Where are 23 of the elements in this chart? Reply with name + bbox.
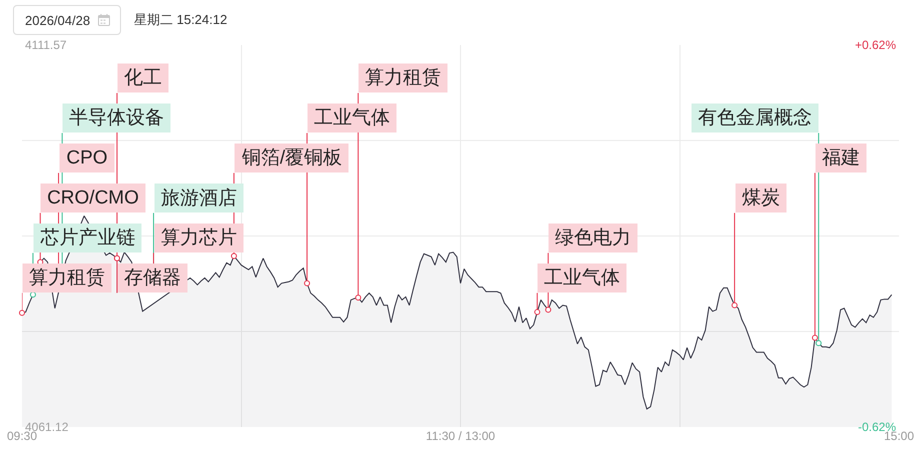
text: 旅游酒店 bbox=[161, 188, 237, 209]
data-label: CRO/CMO bbox=[47, 188, 139, 208]
data-label: 有色金属概念 bbox=[698, 108, 812, 128]
x-tick-label: 11:30 / 13:00 bbox=[426, 429, 496, 443]
text: 半导体设备 bbox=[69, 108, 164, 128]
data-label: 绿色电力 bbox=[555, 228, 631, 248]
data-label: 存储器 bbox=[124, 268, 181, 288]
y2-tick-label: +0.62% bbox=[854, 38, 896, 52]
data-label: 算力租赁 bbox=[29, 268, 105, 288]
data-label: 工业气体 bbox=[314, 108, 390, 128]
data-label: 工业气体 bbox=[544, 268, 620, 288]
y-tick-label: 4111.57 bbox=[25, 38, 67, 52]
chart-title: 2026/04/28 bbox=[25, 12, 90, 28]
data-label: 化工 bbox=[124, 68, 162, 88]
text: CPO bbox=[66, 148, 108, 168]
data-label: 福建 bbox=[822, 148, 860, 168]
data-label: 算力租赁 bbox=[365, 68, 441, 88]
data-label: 煤炭 bbox=[742, 188, 780, 208]
text: 算力芯片 bbox=[161, 228, 237, 248]
data-label: 芯片产业链 bbox=[40, 228, 136, 248]
chart-subtitle: 星期二 15:24:12 bbox=[134, 11, 228, 29]
data-label: 铜箔/覆铜板 bbox=[240, 148, 342, 168]
date-field: 2026/04/28 bbox=[13, 5, 122, 35]
